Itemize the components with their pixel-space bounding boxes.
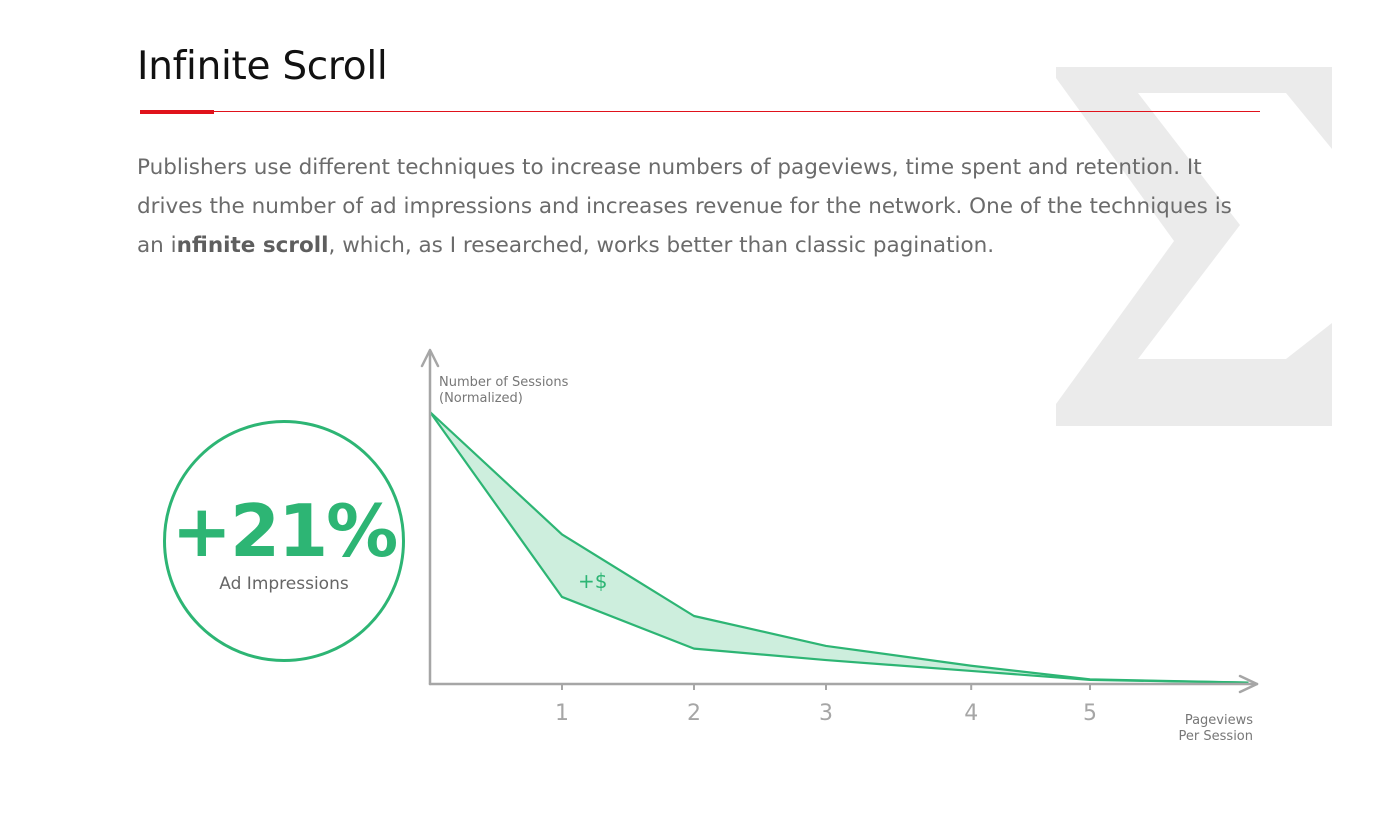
x-tick-label: 3 xyxy=(819,701,833,726)
title-underline xyxy=(140,111,1260,112)
page-title: Infinite Scroll xyxy=(137,44,388,89)
x-axis-arrow-icon xyxy=(1238,674,1259,694)
intro-text-end: , which, as I researched, works better t… xyxy=(328,233,995,258)
revenue-annotation: +$ xyxy=(578,569,607,593)
x-tick-label: 1 xyxy=(555,701,569,726)
title-underline-accent xyxy=(140,110,214,114)
x-axis-label: Pageviews xyxy=(1185,713,1253,728)
x-tick-label: 5 xyxy=(1083,701,1097,726)
kpi-label: Ad Impressions xyxy=(219,574,349,594)
kpi-value: +21% xyxy=(171,489,399,573)
kpi-circle: +21% Ad Impressions xyxy=(163,420,405,662)
x-axis-label-sub: Per Session xyxy=(1179,729,1253,744)
sigma-shape xyxy=(1056,67,1332,426)
series-line-pagination xyxy=(429,411,1249,684)
difference-area xyxy=(430,412,1249,683)
intro-text-bold: nfinite scroll xyxy=(176,233,329,258)
intro-text-start: Publishers use different techniques to i… xyxy=(137,155,1232,258)
sigma-logo xyxy=(1056,67,1332,426)
x-ticks: 1 2 3 4 5 xyxy=(555,684,1097,726)
x-tick-label: 2 xyxy=(687,701,701,726)
y-axis-label: Number of Sessions xyxy=(439,375,569,390)
y-axis-arrow-icon xyxy=(420,348,440,368)
intro-paragraph: Publishers use different techniques to i… xyxy=(137,148,1257,265)
x-tick-label: 4 xyxy=(964,701,978,726)
y-axis-label-sub: (Normalized) xyxy=(439,391,523,406)
